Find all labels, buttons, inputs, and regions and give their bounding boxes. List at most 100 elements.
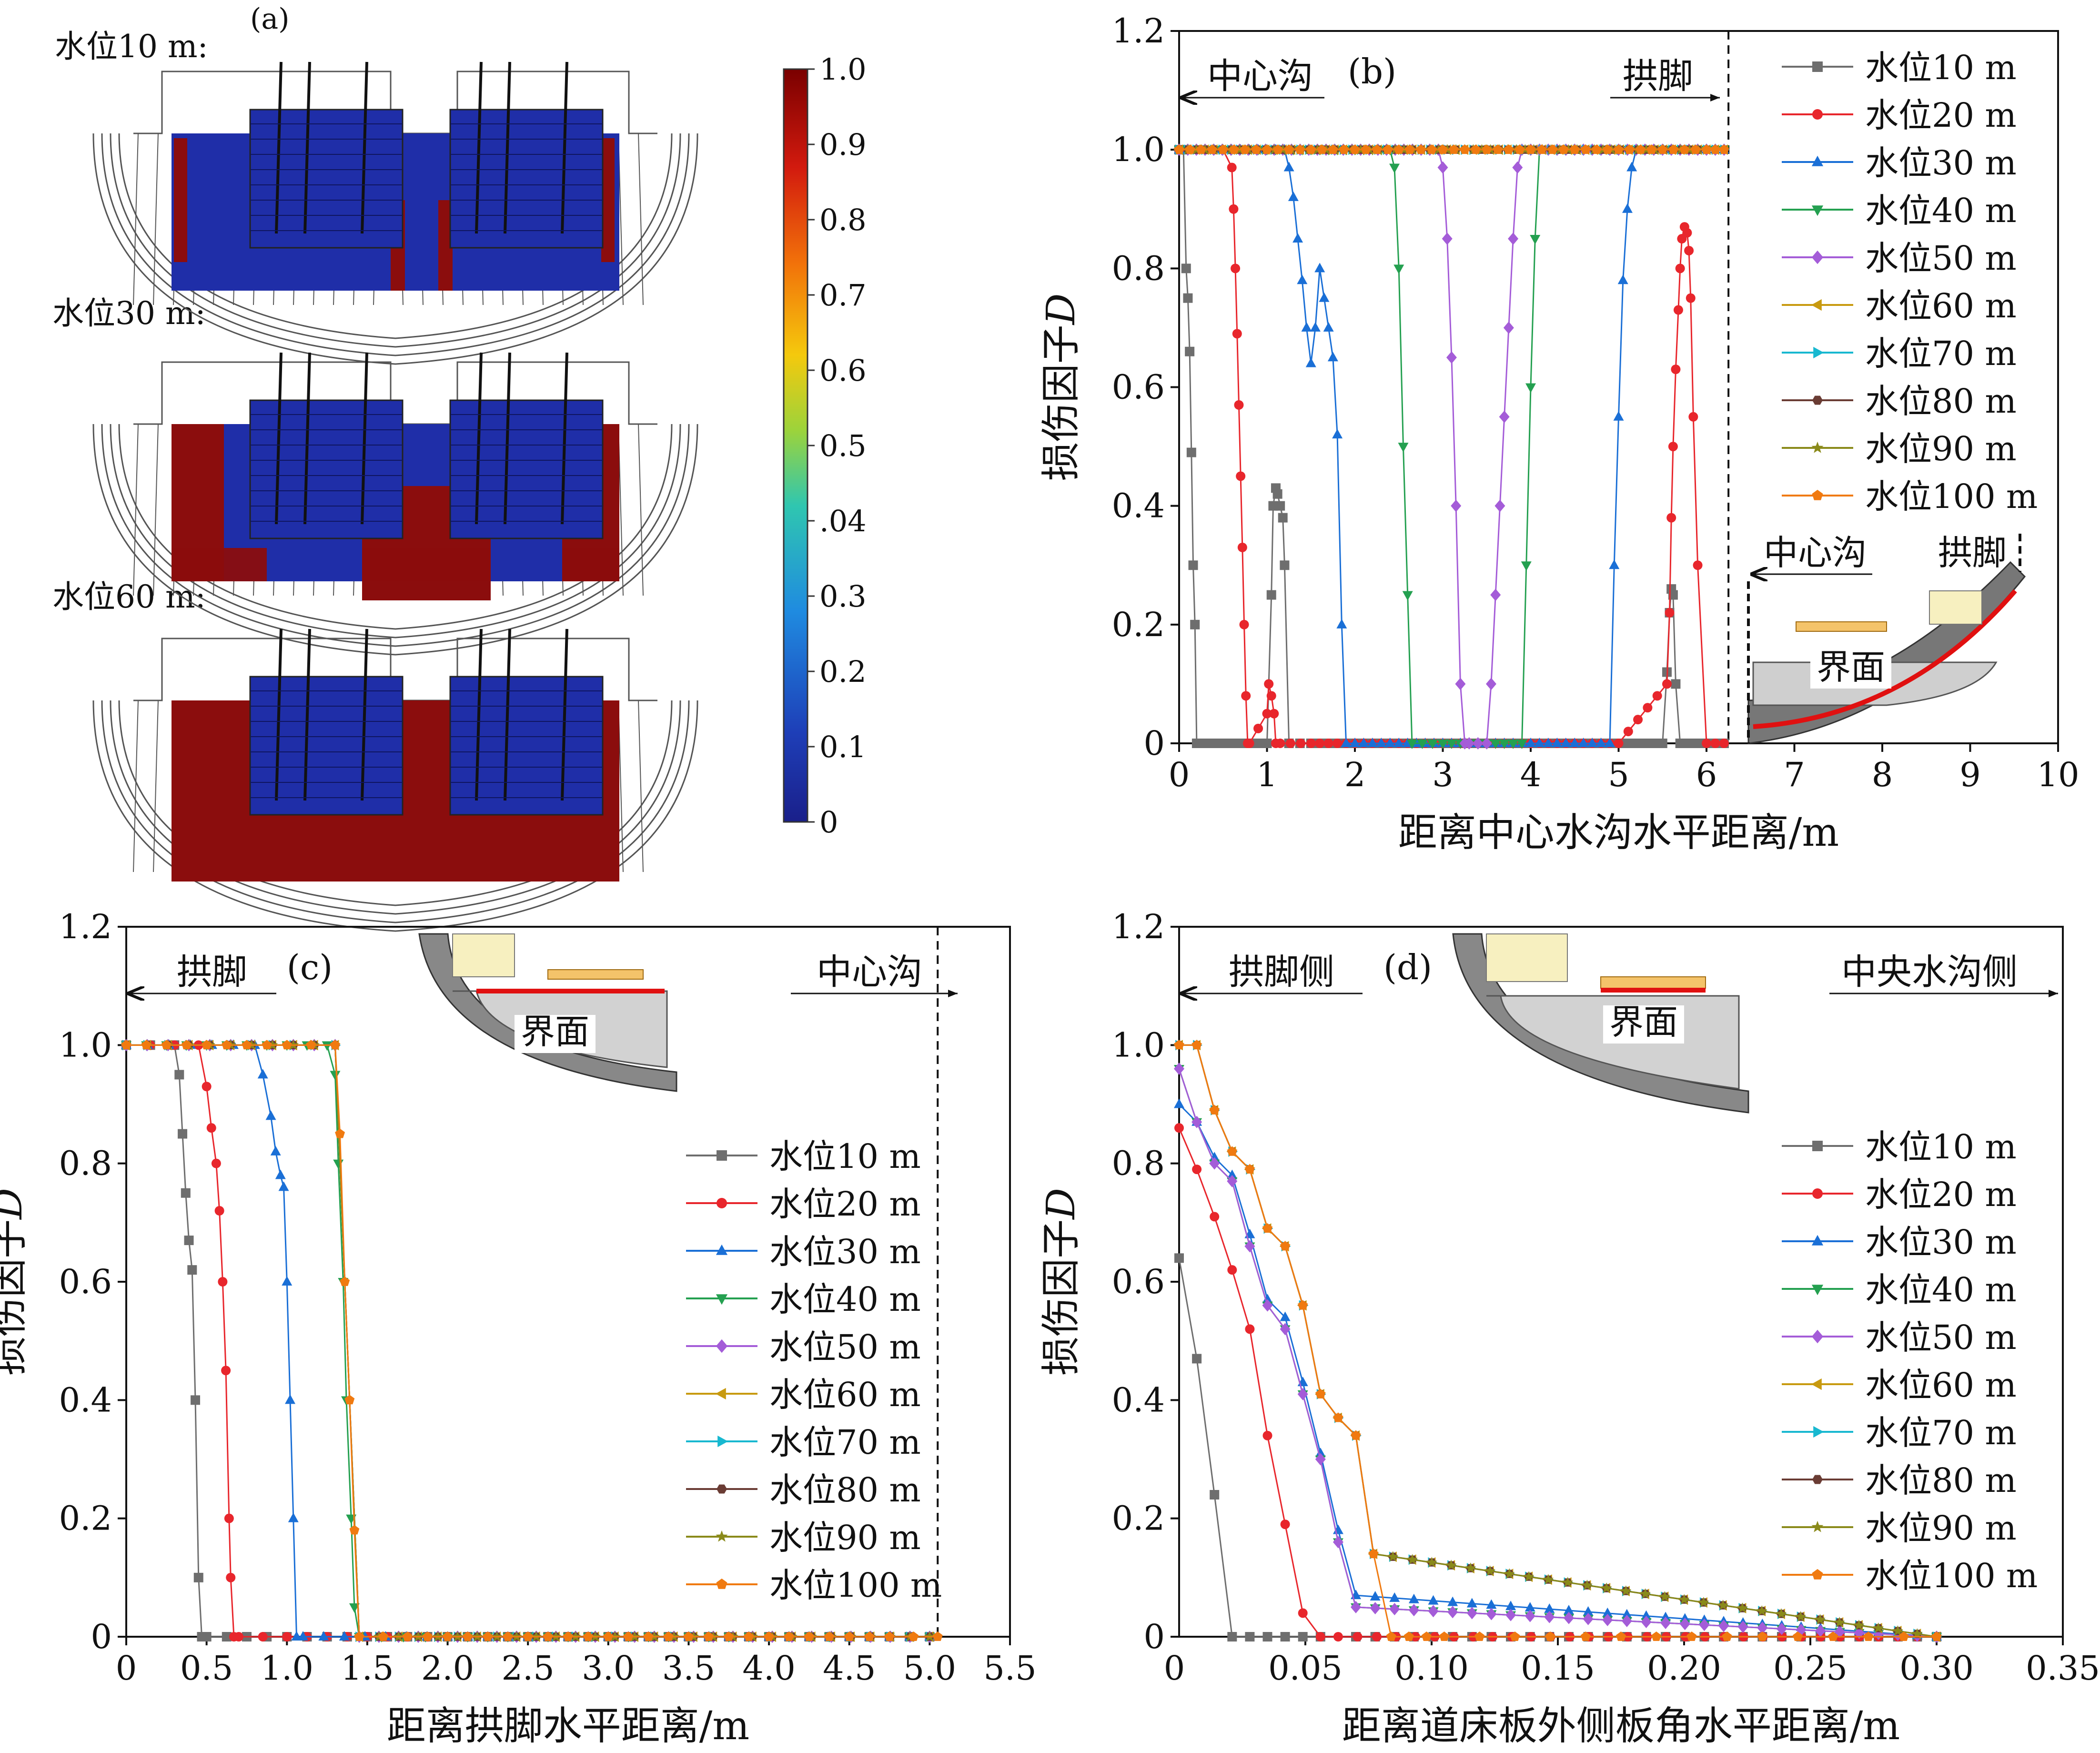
- legend-label: 水位40 m: [769, 1280, 921, 1319]
- data-point: [1614, 144, 1624, 154]
- data-point: [1587, 738, 1598, 747]
- data-point: [1811, 441, 1824, 453]
- colorbar-tick-label: 0.7: [819, 278, 867, 313]
- data-point: [1675, 263, 1685, 274]
- data-point: [1505, 1609, 1516, 1621]
- data-point: [1659, 1591, 1670, 1601]
- legend-label: 水位40 m: [1865, 191, 2017, 230]
- data-point: [909, 1631, 919, 1641]
- legend-label: 水位100 m: [1865, 1556, 2038, 1595]
- data-point: [174, 1070, 184, 1080]
- y-axis-label-symbol: D: [1039, 294, 1084, 326]
- data-point: [1702, 739, 1711, 748]
- rail-line: [275, 61, 283, 234]
- arrow-head: [948, 990, 958, 997]
- data-point: [1581, 1580, 1593, 1590]
- data-point: [1811, 1329, 1824, 1344]
- data-point: [1482, 144, 1492, 154]
- legend-label: 水位20 m: [1865, 1175, 2017, 1214]
- data-point: [1185, 144, 1195, 154]
- data-point: [1358, 738, 1369, 747]
- data-point: [1626, 162, 1637, 172]
- data-point: [1393, 264, 1404, 274]
- data-point: [270, 1145, 281, 1155]
- panel-b-chart: 0 1 2 3 4 5 6 7 8 9 10 0 0.2 0.4 0.6 0.8 1.0 1.2 距离中心水沟水平距…: [1039, 11, 2080, 855]
- data-point: [1563, 1611, 1574, 1624]
- data-point: [1657, 739, 1667, 748]
- data-point: [1543, 738, 1554, 747]
- data-point: [1525, 1610, 1535, 1622]
- data-point: [1811, 250, 1824, 264]
- data-point: [1283, 162, 1294, 172]
- y-tick-label: 0.8: [59, 1144, 112, 1183]
- data-point: [1684, 245, 1694, 255]
- data-point: [1227, 162, 1237, 172]
- colorbar-tick-label: 0.1: [819, 730, 867, 764]
- data-point: [1710, 144, 1720, 154]
- y-tick-label: 0.8: [1112, 1144, 1165, 1183]
- data-point: [1393, 144, 1404, 154]
- data-point: [1439, 1631, 1449, 1641]
- inset-schematic-d: 界面: [1452, 933, 1749, 1114]
- data-point: [258, 1632, 268, 1642]
- data-point: [340, 1277, 350, 1286]
- data-point: [1174, 1063, 1184, 1075]
- data-point: [306, 1040, 316, 1050]
- rail-line: [561, 628, 568, 801]
- data-point: [1560, 738, 1571, 747]
- data-point: [717, 1435, 728, 1448]
- data-point: [1350, 144, 1360, 154]
- data-point: [1605, 738, 1615, 747]
- series-layer: [1173, 143, 1730, 750]
- legend-label: 水位70 m: [1865, 1413, 2017, 1452]
- data-point: [1494, 499, 1505, 512]
- mesh-line: [133, 700, 139, 872]
- series-layer: [121, 1039, 943, 1643]
- data-point: [282, 1040, 292, 1050]
- data-point: [1237, 542, 1247, 552]
- legend-label: 水位40 m: [1865, 1270, 2017, 1309]
- data-point: [1262, 1294, 1273, 1304]
- panel-c-chart: 0 0.5 1.0 1.5 2.0 2.5 3.0 3.5 4.0 4.5 5.0 5.5 0 0.2 0.…: [0, 907, 1037, 1749]
- data-point: [1662, 679, 1672, 689]
- data-point: [824, 1631, 835, 1641]
- data-point: [1174, 1098, 1184, 1108]
- data-point: [1481, 737, 1492, 750]
- data-point: [1686, 1631, 1697, 1641]
- data-point: [716, 1339, 728, 1353]
- data-point: [1719, 144, 1729, 154]
- rail-line: [504, 628, 511, 801]
- data-point: [161, 1040, 172, 1050]
- legend: 水位10 m 水位20 m 水位30 m 水位40 m 水位50 m 水位60 m 水位70…: [1782, 48, 2038, 516]
- data-point: [242, 1040, 252, 1050]
- data-point: [1298, 1608, 1308, 1618]
- lining-outline: [101, 700, 690, 923]
- data-point: [1310, 322, 1321, 332]
- legend-label: 水位50 m: [769, 1327, 921, 1367]
- annotation-left: 中心沟: [1207, 56, 1313, 97]
- inset-label-center: 中心沟: [1764, 533, 1867, 573]
- data-point: [1460, 144, 1470, 154]
- intact-zone: [491, 548, 562, 581]
- data-point: [1227, 739, 1237, 748]
- data-point: [1278, 513, 1288, 523]
- data-point: [1306, 739, 1316, 748]
- y-tick-label: 0.4: [1112, 486, 1165, 526]
- data-point: [1351, 1601, 1361, 1613]
- data-point: [1776, 1622, 1787, 1635]
- y-tick-label: 0.2: [1112, 605, 1165, 644]
- legend-label: 水位30 m: [1865, 1223, 2017, 1262]
- data-point: [1646, 144, 1657, 154]
- data-point: [1679, 144, 1690, 154]
- data-point: [1580, 1631, 1591, 1641]
- data-point: [1191, 739, 1201, 748]
- x-tick-label: 0.25: [1773, 1649, 1848, 1688]
- x-tick-label: 4: [1520, 755, 1542, 794]
- data-point: [1853, 1620, 1865, 1630]
- data-point: [1209, 1104, 1220, 1115]
- data-point: [1280, 1241, 1291, 1251]
- data-point: [1756, 1605, 1767, 1616]
- data-point: [1490, 588, 1501, 601]
- contour-map-level-30: [92, 352, 698, 656]
